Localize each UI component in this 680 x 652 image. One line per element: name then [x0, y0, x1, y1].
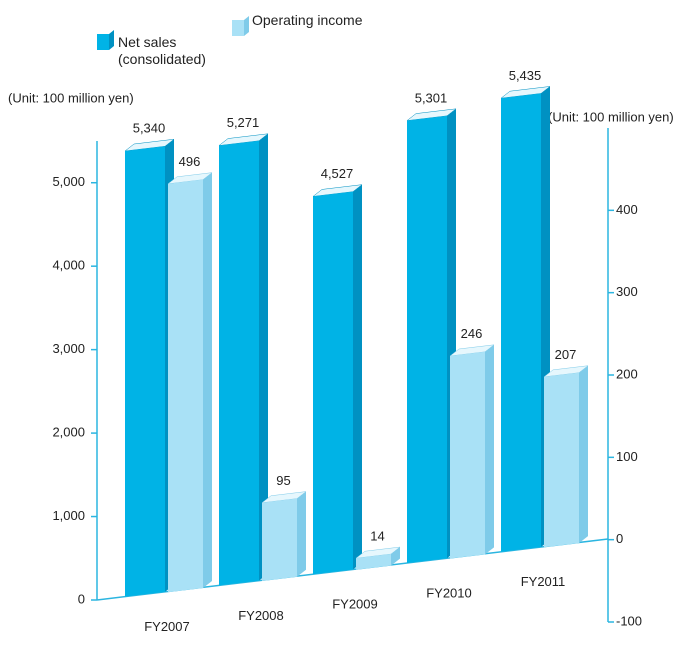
bar — [544, 372, 579, 548]
x-tick-label: FY2008 — [238, 608, 284, 623]
legend-swatch-side — [109, 30, 114, 50]
bar — [407, 115, 447, 563]
data-label: 4,527 — [321, 166, 354, 181]
y2-tick-label: 400 — [616, 202, 638, 217]
y2-tick-label: 0 — [616, 531, 623, 546]
bar-side — [391, 547, 400, 566]
data-label: 496 — [179, 154, 201, 169]
bar-side — [579, 365, 588, 544]
bar — [125, 146, 165, 597]
x-tick-label: FY2011 — [521, 574, 566, 589]
data-label: 246 — [461, 326, 483, 341]
bar-side — [297, 491, 306, 577]
y2-tick-label: -100 — [616, 613, 642, 628]
bar — [313, 191, 353, 575]
x-tick-label: FY2007 — [144, 619, 190, 634]
bar — [262, 498, 297, 581]
data-label: 14 — [370, 528, 384, 543]
data-label: 5,340 — [133, 121, 166, 136]
legend-label: Net sales (consolidated) — [118, 34, 206, 67]
y-tick-label: 1,000 — [52, 508, 85, 523]
bar — [219, 140, 259, 586]
legend-swatch-side — [244, 16, 249, 36]
bar-top — [406, 108, 457, 121]
bar-side — [259, 133, 268, 581]
bar-side — [353, 184, 362, 570]
y-tick-label: 3,000 — [52, 341, 85, 356]
legend-swatch — [232, 20, 244, 36]
legend-swatch — [97, 34, 109, 50]
data-label: 5,301 — [415, 90, 448, 105]
x-tick-label: FY2010 — [426, 585, 472, 600]
bar-side — [485, 344, 494, 555]
y-tick-label: 2,000 — [52, 425, 85, 440]
legend-label: Operating income — [252, 12, 363, 28]
bar — [168, 179, 203, 593]
bar-top — [124, 138, 175, 152]
y2-tick-label: 300 — [616, 284, 638, 299]
x-tick-label: FY2009 — [332, 597, 378, 612]
bar-top — [218, 133, 269, 146]
data-label: 207 — [555, 347, 577, 362]
bar — [356, 554, 391, 570]
y-tick-label: 0 — [78, 591, 85, 606]
data-label: 95 — [276, 473, 290, 488]
y-tick-label: 4,000 — [52, 258, 85, 273]
y-tick-label: 5,000 — [52, 174, 85, 189]
bar — [501, 93, 541, 552]
data-label: 5,435 — [509, 68, 542, 83]
y2-axis-label: (Unit: 100 million yen) — [548, 109, 674, 124]
y2-tick-label: 100 — [616, 449, 638, 464]
bar-top — [312, 184, 363, 197]
y-axis-label: (Unit: 100 million yen) — [8, 90, 134, 105]
data-label: 5,271 — [227, 115, 260, 130]
y2-tick-label: 200 — [616, 366, 638, 381]
bar — [450, 351, 485, 559]
bar-side — [203, 172, 212, 589]
